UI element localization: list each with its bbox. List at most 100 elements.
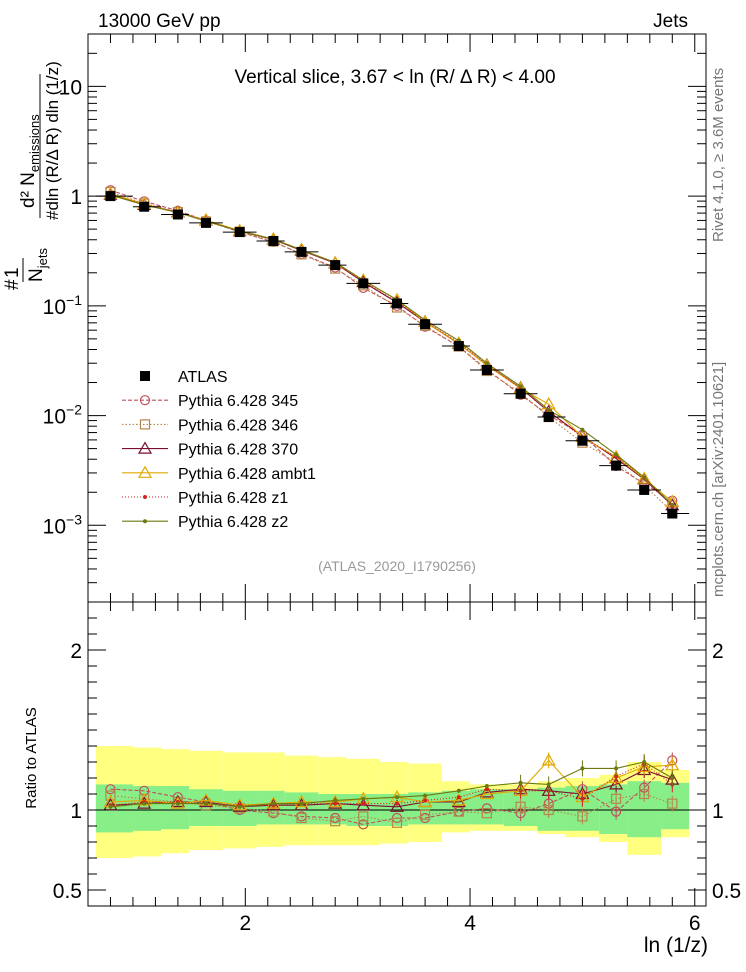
atlas-point [453,341,464,352]
ratio-point [294,794,309,808]
legend-label-2: Pythia 6.428 370 [178,442,298,459]
main-axis-ticks: 10 1 10−1 10−2 10−3 [43,33,706,603]
ratio-tick-label: 2 [70,640,82,663]
ratio-point [667,798,678,809]
atlas-point [234,227,245,238]
legend-label-1: Pythia 6.428 346 [178,417,298,434]
legend-label-4: Pythia 6.428 z1 [178,490,288,507]
legend-marker-atlas [140,371,150,381]
ratio-point [614,766,619,771]
ratio-frame [87,601,707,907]
x-tick-label: 2 [239,912,251,935]
x-tick-label: 6 [689,912,701,935]
ratio-point [479,786,494,800]
ratio-point [358,819,369,830]
ratio-point [391,817,403,828]
ratio-point [543,804,554,816]
ratio-point [580,766,585,771]
ratio-tick-label: 1 [70,800,82,823]
ratio-point [451,793,466,806]
ratio-point [358,811,369,822]
atlas-point [139,201,150,212]
ratio-ylabel: Ratio to ATLAS [23,707,40,808]
atlas-point [358,278,369,289]
ratio-point [419,809,431,820]
ratio-plot-area [95,746,690,858]
legend-label-atlas: ATLAS [178,369,228,386]
y-tick-label: 10−3 [43,511,83,538]
legend-label-0: Pythia 6.428 345 [178,393,298,410]
ratio-point [271,801,276,806]
y-tick-label: 1 [70,186,82,209]
ratio-point [266,796,281,809]
x-axis-label: ln (1/z) [644,934,708,957]
atlas-point [481,365,492,376]
ratio-point [294,797,309,811]
ratio-point [642,760,647,764]
ratio-point [389,799,405,812]
series-point [637,471,652,484]
ratio-point [484,784,489,788]
legend-marker-0 [139,395,151,406]
legend-label-3: Pythia 6.428 ambt1 [178,466,316,483]
ratio-point [611,793,622,804]
ratio-point [361,801,366,806]
legend-label-5: Pythia 6.428 z2 [178,514,288,531]
y-tick-label: 10−2 [43,402,83,429]
ratio-point [356,797,371,811]
ratio-point [296,812,307,824]
ratio-point [203,801,208,806]
header-right: Jets [653,11,688,32]
legend-marker-5 [143,519,147,524]
ratio-tick-label-right: 1 [712,800,724,823]
ratio-point [456,788,461,793]
main-panel: 10 1 10−1 10−2 10−3 Vertical slice, 3.67 < l… [43,33,707,603]
atlas-point [667,508,678,519]
legend-marker-3 [137,465,153,478]
ratio-point [333,798,338,803]
ratio-point [333,801,338,806]
ratio-point [175,801,180,806]
ratio-panel: 2 4 6 2 2 1 1 0.5 0.5 [53,601,741,935]
x-tick-label: 4 [464,912,476,935]
header-left: 13000 GeV pp [98,11,221,32]
ratio-point [328,796,343,809]
ratio-point [108,804,113,809]
stat-band [470,789,504,825]
ratio-point [142,801,147,806]
stat-band [318,794,347,825]
ratio-point [484,787,489,792]
legend-marker-4 [143,495,147,499]
series-line-2 [110,194,673,506]
ratio-point [423,793,428,798]
ratio-point [611,806,622,817]
series-point [484,361,489,366]
ratio-tick-label-right: 0.5 [712,880,741,903]
ratio-point [328,794,343,808]
atlas-point [392,298,402,309]
ratio-point [237,804,242,809]
ratio-point [395,795,399,800]
ylabel-num-sub: emissions [27,114,42,172]
atlas-point [200,217,211,228]
atlas-point [543,412,554,423]
ratio-point [518,780,523,785]
atlas-point [515,388,526,399]
series-point [642,475,647,480]
ylabel-njets-sub: jets [35,248,50,270]
mcplots-label: mcplots.cern.ch [arXiv:2401.10621] [710,362,727,597]
ratio-point [609,777,624,790]
series-point [580,427,585,432]
ratio-point [137,796,152,809]
ylabel-den: dln (R/Δ R) dln (1/z) [43,61,62,210]
ratio-point [639,788,650,800]
legend: ATLAS Pythia 6.428 345 Pythia 6.428 346 Pyt… [122,369,316,531]
series-point [546,407,551,412]
ratio-point [451,794,466,808]
ratio-point [481,808,492,819]
svg-text:d² Nemissions: d² Nemissions [18,114,42,208]
ratio-point [330,816,341,827]
y-tick-label: 10 [59,76,82,99]
series-line-4 [110,194,673,507]
ratio-point [423,798,428,803]
